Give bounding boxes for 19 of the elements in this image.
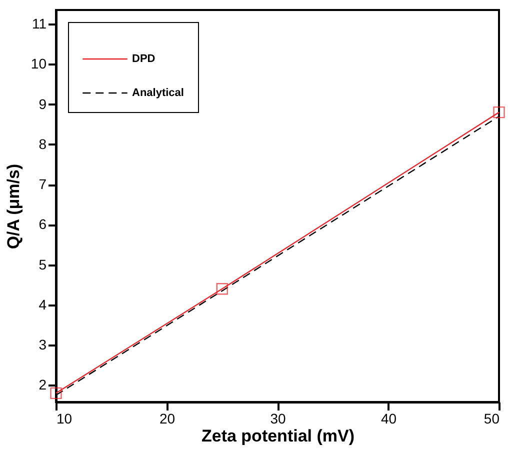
x-tick-label: 20 bbox=[159, 410, 176, 426]
x-tick-label: 30 bbox=[270, 410, 286, 426]
y-tick-label: 9 bbox=[38, 96, 47, 112]
x-tick-label: 10 bbox=[56, 410, 72, 426]
y-tick-label: 6 bbox=[38, 216, 47, 232]
y-tick-label: 3 bbox=[38, 336, 47, 353]
x-tick-label: 40 bbox=[380, 410, 397, 426]
y-axis-title: Q/A (μm/s) bbox=[4, 164, 23, 250]
y-tick-label: 11 bbox=[32, 16, 47, 32]
y-tick-label: 8 bbox=[38, 136, 47, 152]
y-tick-label: 5 bbox=[38, 256, 47, 272]
x-tick-label: 50 bbox=[484, 410, 500, 426]
y-tick-label: 7 bbox=[38, 176, 47, 192]
y-tick-label: 4 bbox=[38, 296, 47, 312]
y-tick-label: 10 bbox=[30, 56, 47, 72]
y-tick-label: 2 bbox=[38, 376, 47, 393]
legend-label: Analytical bbox=[132, 87, 184, 99]
legend-label: DPD bbox=[132, 53, 156, 65]
x-axis-title: Zeta potential (mV) bbox=[201, 426, 355, 446]
